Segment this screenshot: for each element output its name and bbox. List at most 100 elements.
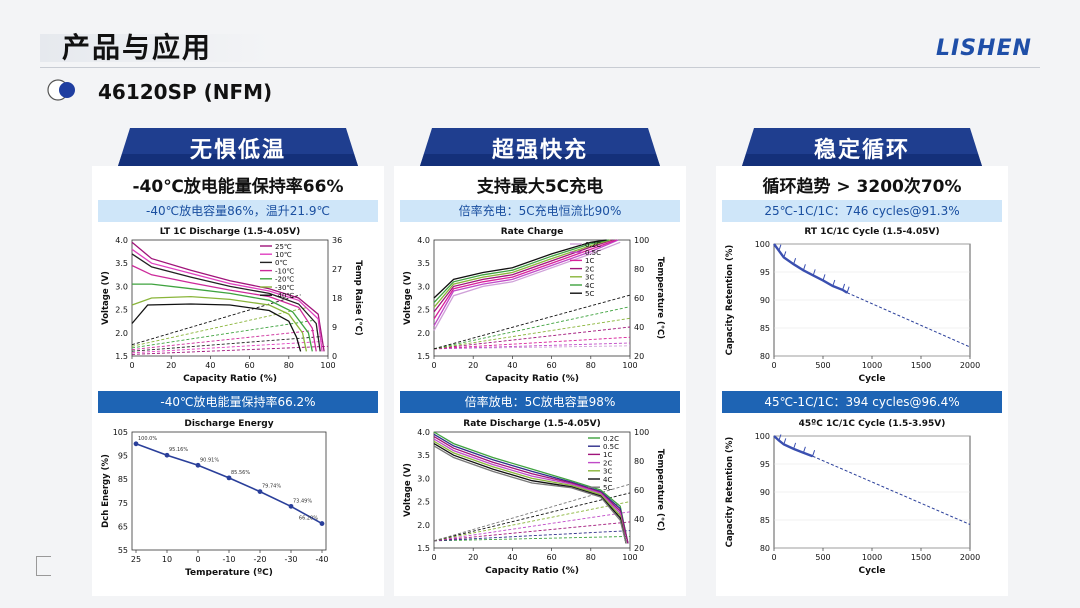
legend-label: 5C	[603, 484, 612, 492]
y2-tick-label: 27	[332, 265, 342, 274]
x-tick-label: 2000	[960, 361, 980, 370]
x-tick-label: 20	[468, 553, 478, 562]
x-tick-label: 100	[622, 553, 637, 562]
voltage-series-line	[433, 445, 627, 544]
legend-label: 0.5C	[603, 443, 619, 451]
y2-tick-label: 100	[634, 428, 649, 437]
energy-data-point	[226, 475, 232, 481]
legend-label: 1C	[603, 451, 612, 459]
info-pill: 倍率充电：5C充电恒流比90%	[400, 200, 680, 222]
data-label: 90.91%	[200, 457, 219, 463]
x-tick-label: 10	[162, 555, 172, 564]
y-tick-label: 3.0	[417, 282, 430, 291]
voltage-series-line	[433, 440, 627, 544]
x-tick-label: 0	[195, 555, 200, 564]
y-tick-label: 2.0	[417, 521, 430, 530]
voltage-series-line	[433, 239, 619, 327]
y-tick-label: 100	[755, 432, 770, 441]
x-tick-label: 80	[586, 553, 596, 562]
x-tick-label: 0	[771, 361, 776, 370]
y-tick-label: 3.5	[115, 259, 128, 268]
measured-marker	[778, 244, 782, 251]
temp-series-line	[433, 492, 631, 542]
y-tick-label: 3.5	[417, 259, 430, 268]
legend-label: 0.5C	[585, 249, 601, 257]
title-highlight	[40, 34, 270, 62]
measured-marker	[832, 279, 836, 287]
temp-series-line	[131, 320, 313, 349]
voltage-series-line	[433, 239, 609, 304]
chart-title: Discharge Energy	[184, 419, 273, 429]
temp-series-line	[433, 521, 631, 542]
y-tick-label: 3.0	[115, 282, 128, 291]
y-tick-label: 3.5	[417, 451, 430, 460]
x-axis-label: Temperature (ºC)	[185, 568, 273, 576]
tab-banner	[118, 128, 358, 166]
energy-data-point	[288, 503, 294, 509]
x-tick-label: 40	[507, 361, 517, 370]
data-label: 79.74%	[262, 484, 281, 490]
x-tick-label: 0	[771, 553, 776, 562]
x-tick-label: 0	[431, 361, 436, 370]
measured-marker	[793, 258, 797, 265]
data-label: 95.16%	[169, 447, 188, 453]
temp-series-line	[433, 317, 631, 350]
y-axis-label: Voltage (V)	[403, 271, 413, 325]
chart-title: Rate Discharge (1.5-4.05V)	[463, 419, 600, 429]
measured-series-line	[773, 435, 814, 458]
x-tick-label: 1500	[911, 361, 931, 370]
y-tick-label: 55	[118, 546, 128, 555]
voltage-series-line	[433, 436, 629, 544]
ht-cycle-chart: 45ºC 1C/1C Cycle (1.5-3.95V) Cycle Capacit…	[725, 419, 980, 576]
voltage-series-line	[433, 241, 621, 331]
y2-tick-label: 18	[332, 294, 342, 303]
legend-label: 5C	[585, 290, 594, 298]
y-tick-label: 105	[113, 428, 128, 437]
voltage-series-line	[131, 303, 302, 352]
panel-card	[716, 166, 1008, 596]
voltage-series-line	[131, 253, 321, 352]
legend-label: 3C	[585, 274, 594, 282]
slide-marker	[36, 556, 51, 576]
x-tick-label: -30	[284, 555, 297, 564]
y2-axis-label: Temperature (℃)	[655, 449, 665, 531]
legend-label: 25℃	[275, 243, 292, 251]
energy-series-line	[135, 443, 323, 525]
y2-tick-label: 60	[634, 486, 644, 495]
legend-label: 0.2C	[585, 241, 601, 249]
x-tick-label: 80	[586, 361, 596, 370]
chart-title: LT 1C Discharge (1.5-4.05V)	[160, 227, 300, 237]
voltage-series-line	[131, 241, 325, 352]
y-tick-label: 65	[118, 522, 128, 531]
x-tick-label: 2000	[960, 553, 980, 562]
tab-title: 无惧低温	[189, 138, 286, 163]
x-tick-label: 100	[622, 361, 637, 370]
x-tick-label: -10	[222, 555, 235, 564]
y2-tick-label: 40	[634, 323, 644, 332]
info-pill: 25℃-1C/1C：746 cycles@91.3%	[722, 200, 1002, 222]
x-tick-label: 1500	[911, 553, 931, 562]
y-tick-label: 2.0	[115, 329, 128, 338]
x-axis-label: Capacity Ratio (%)	[485, 374, 579, 384]
voltage-series-line	[433, 443, 627, 544]
measured-marker	[846, 286, 850, 293]
measured-marker	[822, 274, 826, 281]
x-axis-label: Cycle	[859, 566, 886, 576]
legend-label: 4C	[603, 476, 612, 484]
temp-series-line	[433, 336, 631, 350]
temp-series-line	[433, 306, 631, 350]
measured-marker	[812, 450, 816, 457]
y2-axis-label: Temp Raise (℃)	[353, 260, 363, 335]
measured-marker	[783, 251, 787, 258]
panel-headline: -40℃放电能量保持率66%	[132, 177, 344, 197]
y-tick-label: 95	[118, 452, 128, 461]
legend-label: 2C	[603, 459, 612, 467]
panel-cycle: 稳定循环 循环趋势 > 3200次70% 25℃-1C/1C：746 cycle…	[716, 128, 1008, 596]
y-tick-label: 85	[760, 324, 770, 333]
y-axis-label: Dch Energy (%)	[101, 454, 111, 528]
y2-tick-label: 80	[634, 457, 644, 466]
tab-title: 超强快充	[491, 138, 588, 163]
measured-marker	[812, 269, 816, 276]
x-tick-label: 25	[131, 555, 141, 564]
y-tick-label: 85	[118, 475, 128, 484]
